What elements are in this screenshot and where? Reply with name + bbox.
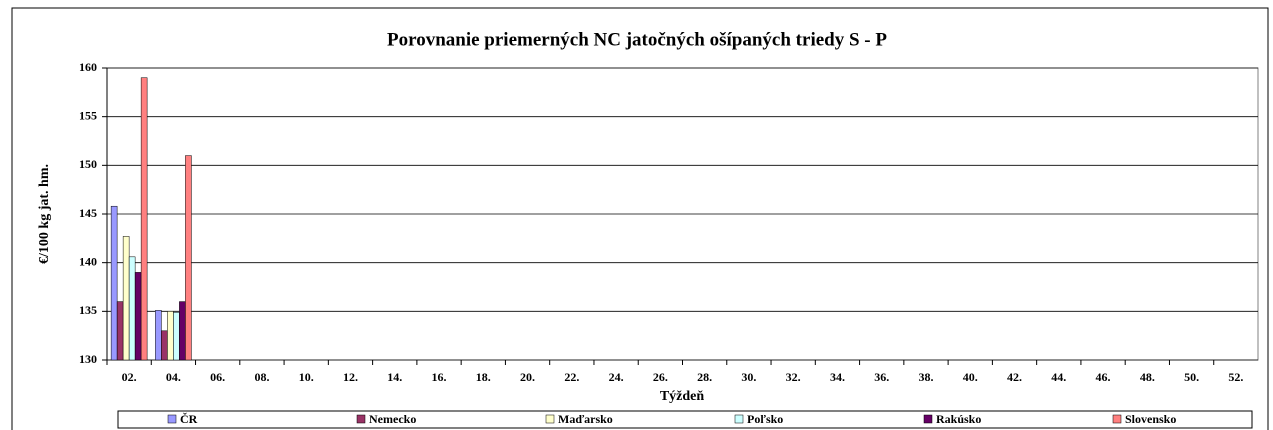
x-tick-label: 46. <box>1096 370 1111 384</box>
x-tick-label: 32. <box>786 370 801 384</box>
x-tick-label: 26. <box>653 370 668 384</box>
legend-label: Poľsko <box>747 412 783 426</box>
bar <box>173 312 180 361</box>
bar <box>167 311 174 361</box>
x-tick-label: 10. <box>299 370 314 384</box>
x-tick-label: 44. <box>1051 370 1066 384</box>
bar <box>161 330 168 361</box>
bar <box>122 236 130 361</box>
x-tick-label: 14. <box>387 370 402 384</box>
y-tick-label: 130 <box>79 352 97 366</box>
legend-swatch <box>356 414 366 424</box>
x-tick-label: 12. <box>343 370 358 384</box>
bar <box>134 272 142 361</box>
x-tick-label: 38. <box>918 370 933 384</box>
y-tick-label: 150 <box>79 157 97 171</box>
bar <box>155 310 162 361</box>
legend-swatch <box>923 414 933 424</box>
x-tick-label: 48. <box>1140 370 1155 384</box>
bar <box>116 301 124 361</box>
legend-swatch <box>545 414 555 424</box>
x-tick-label: 04. <box>166 370 181 384</box>
x-tick-label: 36. <box>874 370 889 384</box>
x-tick-label: 20. <box>520 370 535 384</box>
y-tick-label: 145 <box>79 206 97 220</box>
legend-label: Rakúsko <box>936 412 981 426</box>
x-tick-label: 08. <box>254 370 269 384</box>
bar <box>179 301 186 361</box>
legend-label: Maďarsko <box>558 412 613 426</box>
y-tick-label: 155 <box>79 108 97 122</box>
legend-label: ČR <box>180 412 198 426</box>
legend-swatch <box>1112 414 1122 424</box>
x-axis-title: Týždeň <box>660 389 705 404</box>
bar <box>128 256 136 361</box>
y-tick-label: 135 <box>79 303 97 317</box>
y-axis-title: €/100 kg jat. hm. <box>37 164 52 264</box>
x-tick-label: 22. <box>564 370 579 384</box>
x-tick-label: 52. <box>1228 370 1243 384</box>
bar <box>140 77 148 361</box>
x-tick-label: 30. <box>741 370 756 384</box>
bar <box>185 155 192 361</box>
x-tick-label: 02. <box>122 370 137 384</box>
legend-label: Slovensko <box>1125 412 1176 426</box>
x-tick-label: 42. <box>1007 370 1022 384</box>
x-tick-label: 40. <box>963 370 978 384</box>
x-tick-label: 50. <box>1184 370 1199 384</box>
legend-swatch <box>167 414 177 424</box>
legend-label: Nemecko <box>369 412 416 426</box>
x-tick-label: 06. <box>210 370 225 384</box>
legend-swatch <box>734 414 744 424</box>
x-tick-label: 24. <box>609 370 624 384</box>
x-tick-label: 34. <box>830 370 845 384</box>
x-tick-label: 28. <box>697 370 712 384</box>
chart-title: Porovnanie priemerných NC jatočných ošíp… <box>387 29 887 50</box>
x-tick-label: 18. <box>476 370 491 384</box>
bar <box>110 205 118 361</box>
y-tick-label: 140 <box>79 254 97 268</box>
x-tick-label: 16. <box>432 370 447 384</box>
legend-box <box>117 410 1253 429</box>
y-tick-label: 160 <box>79 60 97 74</box>
